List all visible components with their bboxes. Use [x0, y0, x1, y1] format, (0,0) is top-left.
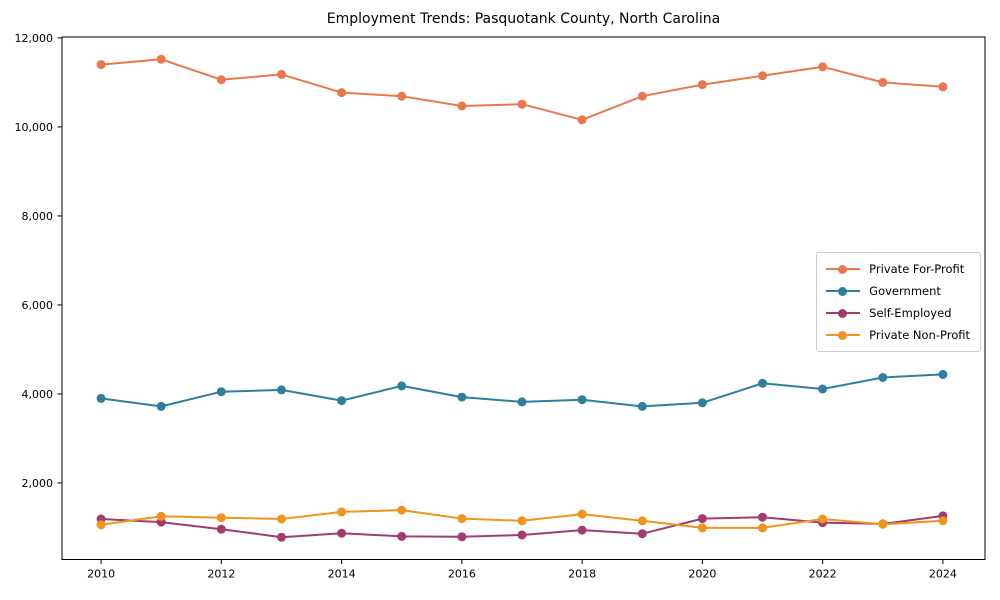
series-line-private-for-profit	[100, 58, 944, 121]
x-tick-label: 2010	[87, 568, 115, 581]
data-point-private-non-profit-2014	[337, 507, 347, 517]
data-point-private-non-profit-2011	[156, 511, 166, 521]
y-tick-label: 12,000	[15, 32, 54, 45]
data-point-government-2012	[216, 387, 226, 397]
data-point-government-2020	[697, 398, 707, 408]
data-point-private-for-profit-2020	[697, 80, 707, 90]
data-point-private-non-profit-2010	[96, 520, 106, 530]
data-point-private-non-profit-2012	[216, 513, 226, 523]
data-point-private-for-profit-2018	[577, 115, 587, 125]
x-tick-label: 2018	[568, 568, 596, 581]
legend: Private For-Profit Government Self-Employe…	[816, 252, 981, 352]
legend-marker-private-non-profit-icon	[826, 330, 861, 340]
y-tick-label: 6,000	[22, 299, 54, 312]
data-point-private-for-profit-2012	[216, 75, 226, 85]
data-point-private-non-profit-2021	[758, 523, 767, 533]
data-point-government-2013	[277, 385, 286, 395]
data-point-self-employed-2012	[216, 524, 226, 534]
legend-label: Self-Employed	[869, 306, 952, 320]
data-point-government-2011	[156, 401, 166, 411]
data-point-government-2017	[517, 397, 527, 407]
data-point-private-non-profit-2015	[397, 505, 407, 515]
data-point-private-for-profit-2016	[457, 101, 467, 111]
data-point-government-2019	[637, 401, 647, 411]
x-tick-label: 2020	[688, 568, 716, 581]
data-point-private-non-profit-2023	[878, 519, 888, 529]
legend-marker-private-for-profit-icon	[826, 264, 861, 274]
legend-item-government: Government	[826, 283, 970, 299]
y-tick-label: 2,000	[22, 477, 54, 490]
legend-marker-self-employed-icon	[826, 308, 861, 318]
data-point-private-for-profit-2015	[397, 91, 407, 101]
legend-dot-sample	[838, 308, 848, 318]
data-point-self-employed-2017	[517, 530, 527, 540]
data-point-private-non-profit-2018	[577, 509, 587, 519]
legend-item-private-for-profit: Private For-Profit	[826, 261, 970, 277]
x-tick-label: 2014	[328, 568, 356, 581]
data-point-private-for-profit-2019	[637, 91, 647, 101]
data-point-government-2021	[758, 378, 767, 388]
legend-dot-sample	[838, 330, 848, 340]
data-point-government-2010	[96, 393, 106, 403]
y-tick-label: 4,000	[22, 388, 54, 401]
legend-item-private-non-profit: Private Non-Profit	[826, 327, 970, 343]
data-point-government-2024	[938, 369, 948, 379]
plot-border	[61, 36, 986, 560]
data-point-government-2022	[818, 384, 828, 394]
legend-dot-sample	[838, 264, 848, 274]
data-point-government-2014	[337, 396, 347, 406]
legend-label: Private For-Profit	[869, 262, 965, 276]
data-point-private-non-profit-2022	[818, 514, 828, 524]
legend-label: Private Non-Profit	[869, 328, 970, 342]
x-tick-label: 2022	[809, 568, 837, 581]
data-point-private-non-profit-2020	[697, 523, 707, 533]
data-point-private-for-profit-2010	[96, 60, 106, 70]
data-point-self-employed-2019	[637, 529, 647, 539]
legend-dot-sample	[838, 286, 848, 296]
data-point-private-non-profit-2024	[938, 516, 948, 526]
y-tick-label: 10,000	[15, 121, 54, 134]
data-point-private-for-profit-2014	[337, 88, 347, 98]
data-point-self-employed-2020	[697, 514, 707, 524]
data-point-self-employed-2013	[277, 532, 286, 542]
data-point-self-employed-2018	[577, 525, 587, 535]
legend-item-self-employed: Self-Employed	[826, 305, 970, 321]
data-point-self-employed-2014	[337, 528, 347, 538]
data-point-private-for-profit-2023	[878, 77, 888, 87]
data-point-private-for-profit-2017	[517, 99, 527, 109]
data-point-government-2018	[577, 395, 587, 405]
data-point-private-for-profit-2013	[277, 69, 286, 79]
x-tick-label: 2024	[929, 568, 957, 581]
data-point-government-2016	[457, 392, 467, 402]
data-point-private-for-profit-2024	[938, 82, 948, 92]
x-tick-label: 2016	[448, 568, 476, 581]
chart-title: Employment Trends: Pasquotank County, No…	[326, 11, 721, 27]
y-tick-label: 8,000	[22, 210, 54, 223]
data-point-private-non-profit-2016	[457, 514, 467, 524]
data-point-private-non-profit-2013	[277, 514, 286, 524]
data-point-government-2015	[397, 381, 407, 391]
data-point-self-employed-2016	[457, 532, 467, 542]
data-point-private-non-profit-2017	[517, 516, 527, 526]
data-point-self-employed-2021	[758, 512, 767, 522]
data-point-private-for-profit-2011	[156, 54, 166, 64]
legend-label: Government	[869, 284, 941, 298]
x-tick-label: 2012	[207, 568, 235, 581]
data-point-government-2023	[878, 373, 888, 382]
data-point-private-for-profit-2022	[818, 62, 828, 72]
data-point-private-non-profit-2019	[637, 516, 647, 526]
data-point-private-for-profit-2021	[758, 71, 767, 81]
legend-marker-government-icon	[826, 286, 861, 296]
data-point-self-employed-2015	[397, 531, 407, 541]
